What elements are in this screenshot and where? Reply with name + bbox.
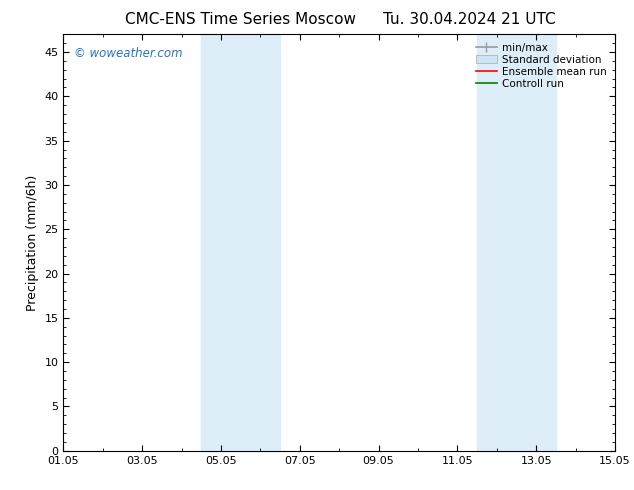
Text: Tu. 30.04.2024 21 UTC: Tu. 30.04.2024 21 UTC (383, 12, 555, 27)
Legend: min/max, Standard deviation, Ensemble mean run, Controll run: min/max, Standard deviation, Ensemble me… (473, 40, 610, 92)
Text: CMC-ENS Time Series Moscow: CMC-ENS Time Series Moscow (126, 12, 356, 27)
Text: © woweather.com: © woweather.com (74, 47, 183, 60)
Bar (241, 34, 280, 451)
Y-axis label: Precipitation (mm/6h): Precipitation (mm/6h) (26, 174, 39, 311)
Bar (517, 34, 556, 451)
Bar (202, 34, 241, 451)
Bar (477, 34, 517, 451)
